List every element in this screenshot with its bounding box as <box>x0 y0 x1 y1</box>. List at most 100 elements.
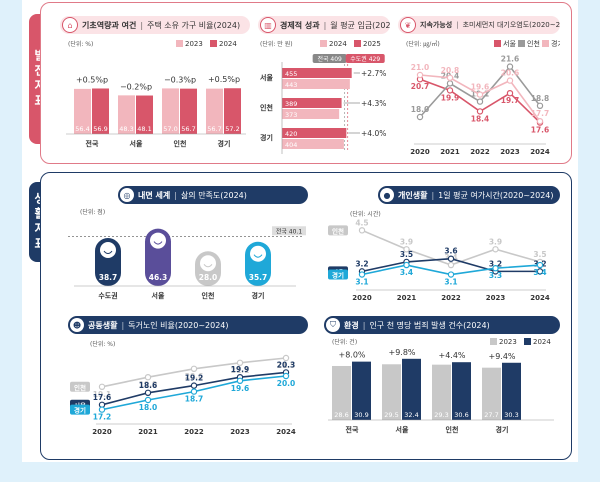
data-label: 3.6 <box>444 247 457 256</box>
data-point <box>447 271 455 278</box>
bar <box>118 95 135 134</box>
legend-label: 2024 <box>219 40 237 48</box>
data-point <box>447 255 455 262</box>
bar <box>502 362 521 420</box>
bar-value-label: 455 <box>285 70 297 78</box>
data-point <box>506 63 514 70</box>
series-name-label: 인천 <box>74 383 86 392</box>
series-tag <box>328 269 348 280</box>
x-tick-label: 2023 <box>486 294 506 302</box>
bar-value-label: 57.0 <box>163 125 177 133</box>
data-label: 19.9 <box>231 365 250 374</box>
data-label: 20.3 <box>277 360 296 369</box>
legend-swatch <box>524 338 531 345</box>
bar <box>282 79 350 89</box>
legend-label: 2024 <box>329 40 347 48</box>
data-point <box>446 80 454 87</box>
data-point <box>476 98 484 105</box>
panel-title: 주택 소유 가구 비율(2024) <box>147 20 241 30</box>
data-label: 3.3 <box>489 271 502 280</box>
panel-header-satisfaction: ◎ 내면 세계 | 삶의 만족도(2024) <box>118 186 308 204</box>
bar <box>206 88 223 134</box>
panel-header-pollution: ❦ 지속가능성 | 초미세먼지 대기오염도(2020~2024) <box>398 16 560 34</box>
data-label: 18.4 <box>471 114 490 123</box>
bar <box>382 364 401 420</box>
data-point <box>190 388 198 395</box>
legend-swatch <box>354 40 361 47</box>
separator: | <box>362 320 366 330</box>
x-tick-label: 2021 <box>138 428 158 436</box>
data-label: 3.1 <box>444 278 457 287</box>
panel-topic: 지속가능성 <box>420 21 453 29</box>
reference-label: 전국 40.1 <box>276 227 302 235</box>
reference-label: 수도권 429 <box>350 55 380 63</box>
data-point <box>492 265 499 272</box>
category-label: 서울 <box>152 291 165 300</box>
data-label: 3.2 <box>355 259 368 268</box>
panel-topic: 개인생활 <box>398 190 428 200</box>
bar <box>432 364 451 420</box>
bar <box>74 88 91 134</box>
panel-title: 초미세먼지 대기오염도(2020~2024) <box>462 21 560 29</box>
data-label: 20.7 <box>411 82 430 91</box>
smiley-mouth <box>153 241 163 245</box>
chart-icon: ▥ <box>260 17 276 33</box>
data-point <box>446 87 454 94</box>
data-point <box>536 117 544 125</box>
category-label: 경기 <box>252 291 265 300</box>
data-point <box>476 108 484 115</box>
change-label: +9.8% <box>388 348 415 357</box>
unit-label: (단위: %) <box>90 340 115 348</box>
separator: | <box>431 190 435 200</box>
panel-header-leisure: ● 개인생활 | 1일 평균 여가시간(2020~2024) <box>378 186 560 204</box>
category-label: 경기 <box>496 425 509 434</box>
legend-swatch <box>542 40 549 47</box>
change-label: +2.7% <box>361 69 386 78</box>
data-label: 19.1 <box>93 390 112 399</box>
bar-value-label: 373 <box>285 111 297 119</box>
household-chart: (단위: %) 2023 2024 56.4 56.9 +0.5%p 전국 48.3 48.1 −… <box>66 40 246 148</box>
data-label: 3.1 <box>355 278 368 287</box>
data-point <box>536 268 544 275</box>
change-label: +8.0% <box>338 351 365 360</box>
bar-value-label: 56.7 <box>181 125 195 133</box>
bar <box>136 95 153 134</box>
bar-value-label: 48.3 <box>119 125 133 133</box>
data-point <box>282 354 290 362</box>
data-label: 19.6 <box>471 83 490 92</box>
panel-title: 독거노인 비율(2020~2024) <box>128 320 229 330</box>
panel-header-elderly: ☻ 공동생활 | 독거노인 비율(2020~2024) <box>68 316 308 334</box>
data-label: 20.0 <box>277 379 296 388</box>
target-icon: ◎ <box>120 188 134 202</box>
bar-value-label: 56.4 <box>75 125 89 133</box>
bar <box>162 88 179 134</box>
data-point <box>506 90 514 97</box>
smiley-face <box>200 255 216 272</box>
change-label: +9.4% <box>488 352 515 361</box>
category-label: 인천 <box>202 291 215 300</box>
legend-swatch <box>320 40 327 47</box>
series-tag <box>328 225 348 236</box>
bar-value-label: 56.7 <box>207 125 221 133</box>
reference-tag <box>312 54 347 63</box>
bar-value-label: 48.1 <box>137 125 151 133</box>
legend-swatch <box>518 40 525 47</box>
series-tag <box>70 381 90 392</box>
data-label: 3.5 <box>400 250 413 259</box>
separator: | <box>121 320 125 330</box>
category-label: 서울 <box>130 139 143 148</box>
data-point <box>403 246 410 253</box>
bar-value-label: 57.2 <box>225 125 239 133</box>
x-tick-label: 2024 <box>530 148 550 156</box>
legend-label: 인천 <box>527 39 540 48</box>
data-label: 21.5 <box>277 361 296 370</box>
bar <box>282 139 344 149</box>
wage-chart: (단위: 만 원) 2024 2025 전국 409 수도권 429 서울 455 443 +2… <box>260 40 386 154</box>
data-label: 3.2 <box>489 259 502 268</box>
smiley-mouth <box>103 250 113 255</box>
x-tick-label: 2022 <box>441 294 461 302</box>
x-tick-label: 2022 <box>184 428 204 436</box>
change-label: +4.4% <box>438 351 465 360</box>
change-label: +4.3% <box>361 99 386 108</box>
bar-value-label: 38.7 <box>99 273 118 282</box>
